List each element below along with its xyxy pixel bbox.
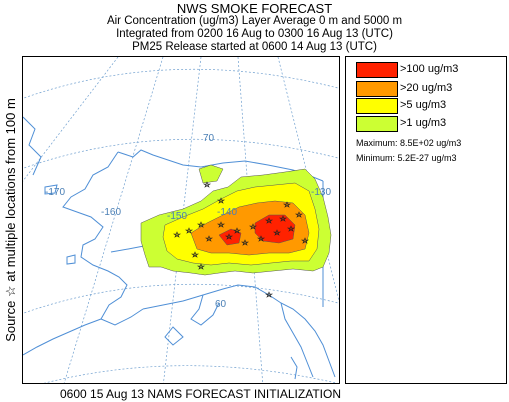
- graticule-label-lon-130: -130: [311, 187, 331, 198]
- source-side-label-text: Source ☆ at multiple locations from 100 …: [3, 98, 18, 342]
- legend-item-5: >5 ug/m3: [356, 98, 506, 114]
- source-marker: [264, 291, 274, 298]
- source-marker: [216, 221, 226, 228]
- graticule-label-lon-150: -150: [167, 211, 187, 222]
- source-marker: [224, 233, 234, 240]
- longitude-line-160: [63, 57, 164, 383]
- source-marker: [278, 215, 288, 222]
- latitude-line-70: [23, 138, 339, 169]
- source-marker: [240, 239, 250, 246]
- legend-swatch-100: [356, 62, 398, 78]
- legend-minimum: Minimum: 5.2E-27 ug/m3: [356, 153, 457, 163]
- source-marker: [216, 197, 226, 204]
- source-marker: [256, 235, 266, 242]
- latitude-lines: [23, 68, 339, 383]
- source-marker: [196, 263, 206, 270]
- legend-swatch-5: [356, 98, 398, 114]
- smoke-level-100-east: [254, 214, 296, 244]
- legend-item-20: >20 ug/m3: [356, 81, 506, 97]
- release-start: PM25 Release started at 0600 14 Aug 13 (…: [132, 41, 377, 53]
- source-marker: [190, 251, 200, 258]
- source-marker: [286, 225, 296, 232]
- legend-maximum: Maximum: 8.5E+02 ug/m3: [356, 138, 462, 148]
- map-panel: -170 -160 -150 -140 -130 70 60: [22, 56, 340, 384]
- graticule-label-lon-170: -170: [45, 187, 65, 198]
- source-marker: [300, 237, 310, 244]
- aleutian-chain: [23, 318, 102, 356]
- source-side-label: Source ☆ at multiple locations from 100 …: [0, 54, 22, 386]
- concentration-subtitle: Air Concentration (ug/m3) Layer Average …: [106, 15, 403, 27]
- alaska-coast-south: [142, 284, 336, 378]
- source-marker: [204, 235, 214, 242]
- legend-label-5: >5 ug/m3: [400, 99, 447, 111]
- siberia-coast: [23, 116, 42, 176]
- source-marker: [202, 181, 212, 188]
- graticule-label-lat-60: 60: [215, 299, 227, 310]
- forecast-title: NWS SMOKE FORECAST: [176, 1, 333, 16]
- longitude-line-170: [23, 57, 119, 182]
- alaska-coast-north: [117, 149, 324, 182]
- legend-item-1: >1 ug/m3: [356, 116, 506, 132]
- legend-swatch-20: [356, 81, 398, 97]
- legend-item-100: >100 ug/m3: [356, 62, 506, 78]
- southeast-islands: [290, 356, 298, 380]
- source-marker: [196, 221, 206, 228]
- graticule-label-lat-70: 70: [203, 133, 215, 144]
- legend-swatch-1: [356, 116, 398, 132]
- source-marker: [294, 211, 304, 218]
- latitude-line-80: [23, 68, 339, 99]
- alaska-coast-west: [62, 151, 144, 326]
- nunivak-island: [66, 254, 76, 265]
- st-lawrence-island: [44, 184, 58, 195]
- smoke-map: -170 -160 -150 -140 -130 70 60: [23, 57, 339, 383]
- source-marker: [248, 223, 258, 230]
- source-marker: [264, 217, 274, 224]
- smoke-plume: [140, 164, 332, 276]
- legend-label-20: >20 ug/m3: [400, 82, 453, 94]
- source-markers: [172, 181, 310, 298]
- latitude-line-50: [43, 365, 338, 383]
- source-marker: [172, 231, 182, 238]
- source-marker: [184, 227, 194, 234]
- legend-label-1: >1 ug/m3: [400, 117, 447, 129]
- legend-label-100: >100 ug/m3: [400, 63, 459, 75]
- graticule-label-lon-140: -140: [217, 207, 237, 218]
- forecast-initialization: 0600 15 Aug 13 NAMS FORECAST INITIALIZAT…: [60, 387, 341, 401]
- graticule-label-lon-160: -160: [101, 207, 121, 218]
- legend-panel: >100 ug/m3 >20 ug/m3 >5 ug/m3 >1 ug/m3 M…: [345, 56, 507, 384]
- source-marker: [272, 229, 282, 236]
- smoke-level-1-north-lobe: [198, 164, 224, 184]
- latitude-line-60: [23, 283, 339, 314]
- source-marker: [282, 201, 292, 208]
- southeast-panhandle: [280, 302, 314, 378]
- kodiak-island: [164, 326, 184, 346]
- source-marker: [232, 227, 242, 234]
- kenai-peninsula: [190, 294, 220, 326]
- integration-period: Integrated from 0200 16 Aug to 0300 16 A…: [116, 28, 393, 40]
